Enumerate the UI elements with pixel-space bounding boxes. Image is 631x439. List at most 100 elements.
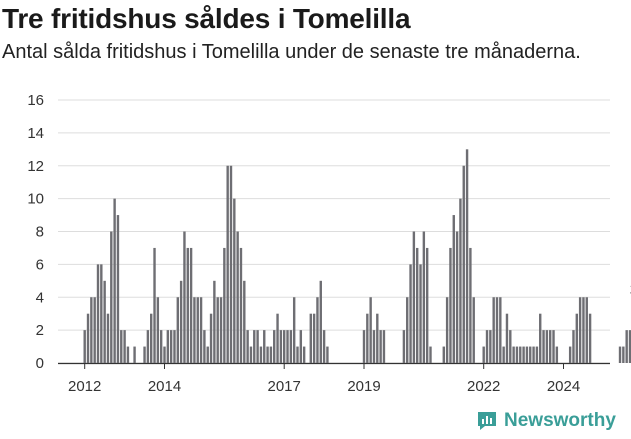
bar — [292, 297, 296, 363]
bar — [515, 346, 519, 363]
bar — [169, 330, 173, 363]
bar — [159, 330, 163, 363]
bar — [442, 346, 445, 363]
bar — [246, 330, 249, 363]
bar — [369, 297, 372, 363]
bar — [199, 297, 203, 363]
x-tick-label: 2024 — [547, 378, 580, 395]
bar — [482, 346, 485, 363]
bar — [489, 330, 492, 363]
bar — [372, 330, 376, 363]
bar — [628, 330, 631, 363]
bar — [366, 313, 369, 363]
bar — [239, 247, 243, 363]
bar — [219, 297, 223, 363]
bar — [416, 247, 419, 363]
bar — [86, 313, 90, 363]
bar — [532, 346, 535, 363]
bar — [189, 247, 193, 363]
bar — [153, 247, 156, 363]
bar — [539, 313, 542, 363]
bar — [575, 313, 578, 363]
bar — [618, 346, 622, 363]
bar — [499, 297, 502, 363]
bar — [126, 346, 130, 363]
bar — [309, 313, 312, 363]
bar — [276, 313, 279, 363]
bar — [406, 297, 409, 363]
bar — [236, 231, 239, 363]
bar — [535, 346, 539, 363]
bar — [156, 297, 160, 363]
bar — [522, 346, 525, 363]
bar — [465, 149, 469, 363]
bar — [376, 313, 379, 363]
y-tick-label: 14 — [27, 125, 44, 142]
bar — [322, 330, 326, 363]
y-tick-label: 6 — [36, 256, 44, 273]
bar — [263, 330, 266, 363]
chart-title: Tre fritidshus såldes i Tomelilla — [2, 3, 411, 34]
bar — [143, 346, 146, 363]
bar — [422, 231, 426, 363]
y-tick-label: 0 — [36, 355, 44, 372]
bar — [103, 280, 106, 363]
x-tick-label: 2017 — [268, 378, 301, 395]
bar — [90, 297, 93, 363]
bar — [196, 297, 199, 363]
x-tick-label: 2014 — [148, 378, 181, 395]
bar — [176, 297, 179, 363]
bar — [173, 330, 176, 363]
bar — [253, 330, 256, 363]
bar — [419, 264, 422, 363]
bar — [203, 330, 206, 363]
bar — [519, 346, 522, 363]
bar — [229, 165, 233, 363]
y-tick-label: 4 — [36, 289, 44, 306]
bar — [505, 313, 509, 363]
x-axis-ticks: 2012 2014 2017 2019 2022 2024 — [68, 363, 580, 395]
bar — [362, 330, 366, 363]
bar — [495, 297, 499, 363]
bar — [133, 346, 136, 363]
bar — [206, 346, 209, 363]
bar — [549, 330, 552, 363]
bar — [216, 297, 219, 363]
x-tick-label: 2019 — [347, 378, 380, 395]
bar — [572, 330, 575, 363]
chart-subtitle: Antal sålda fritidshus i Tomelilla under… — [2, 41, 581, 63]
bar — [116, 215, 120, 363]
bar — [452, 215, 455, 363]
x-tick-label: 2012 — [68, 378, 101, 395]
bar — [622, 346, 625, 363]
bar — [223, 247, 226, 363]
bar — [279, 330, 283, 363]
last-value-label: 3 — [630, 281, 631, 300]
bar — [233, 198, 236, 363]
bar — [552, 330, 555, 363]
bar — [529, 346, 532, 363]
bar — [123, 330, 126, 363]
bar — [296, 346, 299, 363]
y-tick-label: 12 — [27, 158, 44, 175]
bar — [243, 280, 246, 363]
bar — [429, 346, 432, 363]
bar — [209, 313, 213, 363]
bar — [96, 264, 100, 363]
bar — [462, 165, 465, 363]
bar — [402, 330, 406, 363]
bar — [316, 297, 319, 363]
bar — [625, 330, 628, 363]
bar — [266, 346, 269, 363]
bars — [83, 149, 631, 363]
bar — [568, 346, 572, 363]
x-tick-label: 2022 — [467, 378, 500, 395]
bar — [256, 330, 259, 363]
bar — [509, 330, 512, 363]
bar — [525, 346, 529, 363]
bar — [578, 297, 582, 363]
bar — [312, 313, 316, 363]
bar — [472, 297, 475, 363]
bar — [299, 330, 303, 363]
gridlines — [58, 99, 610, 365]
